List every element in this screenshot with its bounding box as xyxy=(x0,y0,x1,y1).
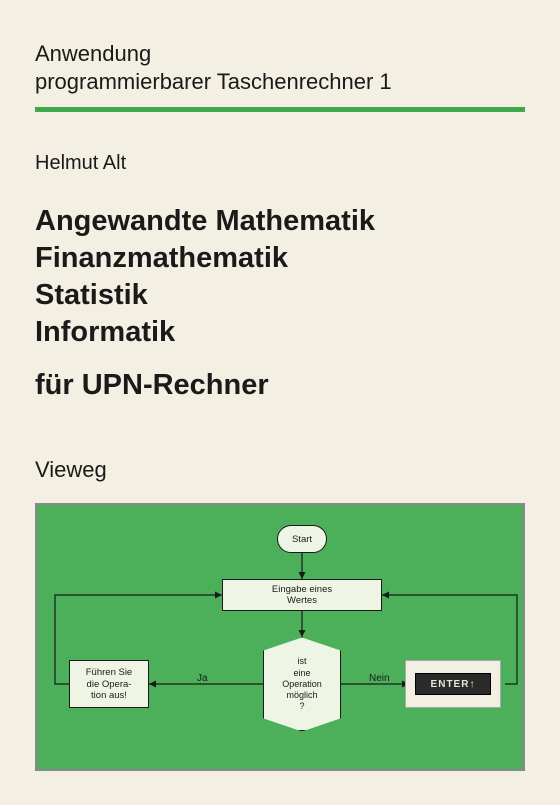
subtitle: für UPN-Rechner xyxy=(35,369,525,402)
edge-label-ja: Ja xyxy=(197,673,208,684)
series-line2: programmierbarer Taschenrechner 1 xyxy=(35,69,392,94)
flowchart-node-decision: ist eine Operation möglich ? xyxy=(263,637,341,731)
flowchart-node-exec: Führen Sie die Opera- tion aus! xyxy=(69,660,149,708)
publisher: Vieweg xyxy=(35,457,525,483)
flowchart-panel: Start Eingabe eines Wertes ist eine Oper… xyxy=(35,503,525,771)
main-title: Angewandte Mathematik Finanzmathematik S… xyxy=(35,203,525,351)
start-label: Start xyxy=(292,534,312,545)
title-line2: Finanzmathematik xyxy=(35,242,288,274)
series-line1: Anwendung xyxy=(35,41,151,66)
accent-rule xyxy=(35,107,525,112)
flowchart-node-start: Start xyxy=(277,525,327,553)
input-label: Eingabe eines Wertes xyxy=(272,584,332,607)
flowchart-node-enter: ENTER↑ xyxy=(405,660,501,708)
edge-label-nein: Nein xyxy=(369,673,390,684)
exec-label: Führen Sie die Opera- tion aus! xyxy=(86,667,132,701)
flowchart-node-input: Eingabe eines Wertes xyxy=(222,579,382,611)
decision-label: ist eine Operation möglich ? xyxy=(282,656,322,712)
enter-key-icon: ENTER↑ xyxy=(415,673,491,695)
title-line3: Statistik xyxy=(35,279,148,311)
author-name: Helmut Alt xyxy=(35,152,525,175)
title-line4: Informatik xyxy=(35,316,175,348)
title-line1: Angewandte Mathematik xyxy=(35,205,375,237)
series-title: Anwendung programmierbarer Taschenrechne… xyxy=(35,40,525,95)
enter-label: ENTER↑ xyxy=(431,679,476,690)
